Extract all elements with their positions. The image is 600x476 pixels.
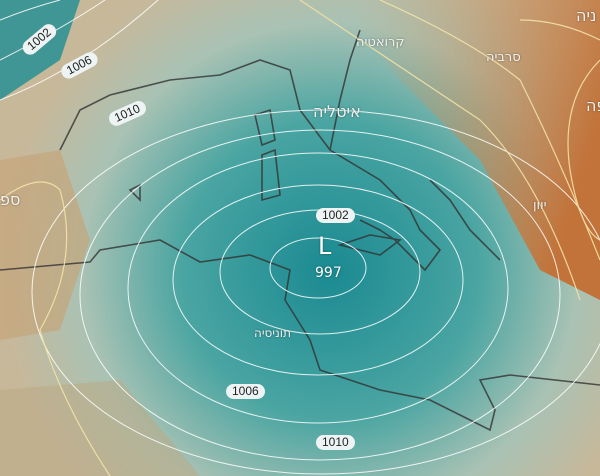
atlantic-low-area (0, 0, 80, 100)
label-spain: ספ (0, 190, 21, 209)
sahara-land (0, 380, 200, 476)
label-greece: יוון (533, 198, 547, 213)
isobar-ring (127, 152, 509, 424)
balkans-warm-area (360, 0, 600, 300)
label-top-right: ניה (576, 6, 597, 25)
low-pressure-symbol: L (318, 232, 332, 260)
label-tunisia: תוניסיה (254, 326, 291, 340)
isobar-label: 1006 (226, 384, 265, 399)
label-serbia: סרביה (486, 50, 521, 65)
low-pressure-value: 997 (315, 265, 342, 281)
isobar-ring (269, 237, 367, 299)
isobar-ring (31, 109, 600, 475)
label-italy: איטליה (313, 102, 361, 121)
label-right: פה (586, 96, 600, 115)
label-croatia: קרואטיה (356, 35, 405, 50)
isobar-label: 1010 (316, 435, 355, 450)
isobar-label: 1002 (316, 208, 355, 223)
isobar-ring (172, 184, 464, 376)
spain-land (0, 150, 90, 340)
isobar-line (0, 0, 61, 21)
isobar-ring (79, 129, 561, 461)
